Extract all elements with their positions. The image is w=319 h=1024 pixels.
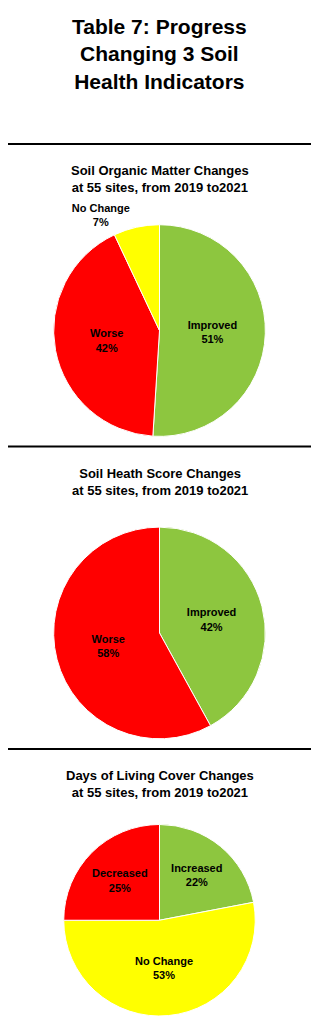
svg-text:Improved42%: Improved42% [187,606,237,632]
svg-text:No Change7%: No Change7% [72,202,130,228]
svg-text:Decreased25%: Decreased25% [92,867,148,893]
svg-text:No Change53%: No Change53% [135,955,193,981]
svg-text:Worse42%: Worse42% [90,327,123,353]
svg-text:Increased22%: Increased22% [171,862,222,888]
svg-text:Table 7: ProgressChanging 3 So: Table 7: ProgressChanging 3 SoilHealth I… [72,15,247,93]
svg-text:Soil Heath Score Changesat 55: Soil Heath Score Changesat 55 sites, fro… [72,466,248,498]
svg-text:Improved51%: Improved51% [188,319,238,345]
svg-text:Soil Organic Matter Changesat: Soil Organic Matter Changesat 55 sites, … [71,163,249,195]
svg-text:Days of Living Cover Changesat: Days of Living Cover Changesat 55 sites,… [66,768,254,800]
svg-text:Worse58%: Worse58% [92,633,125,659]
